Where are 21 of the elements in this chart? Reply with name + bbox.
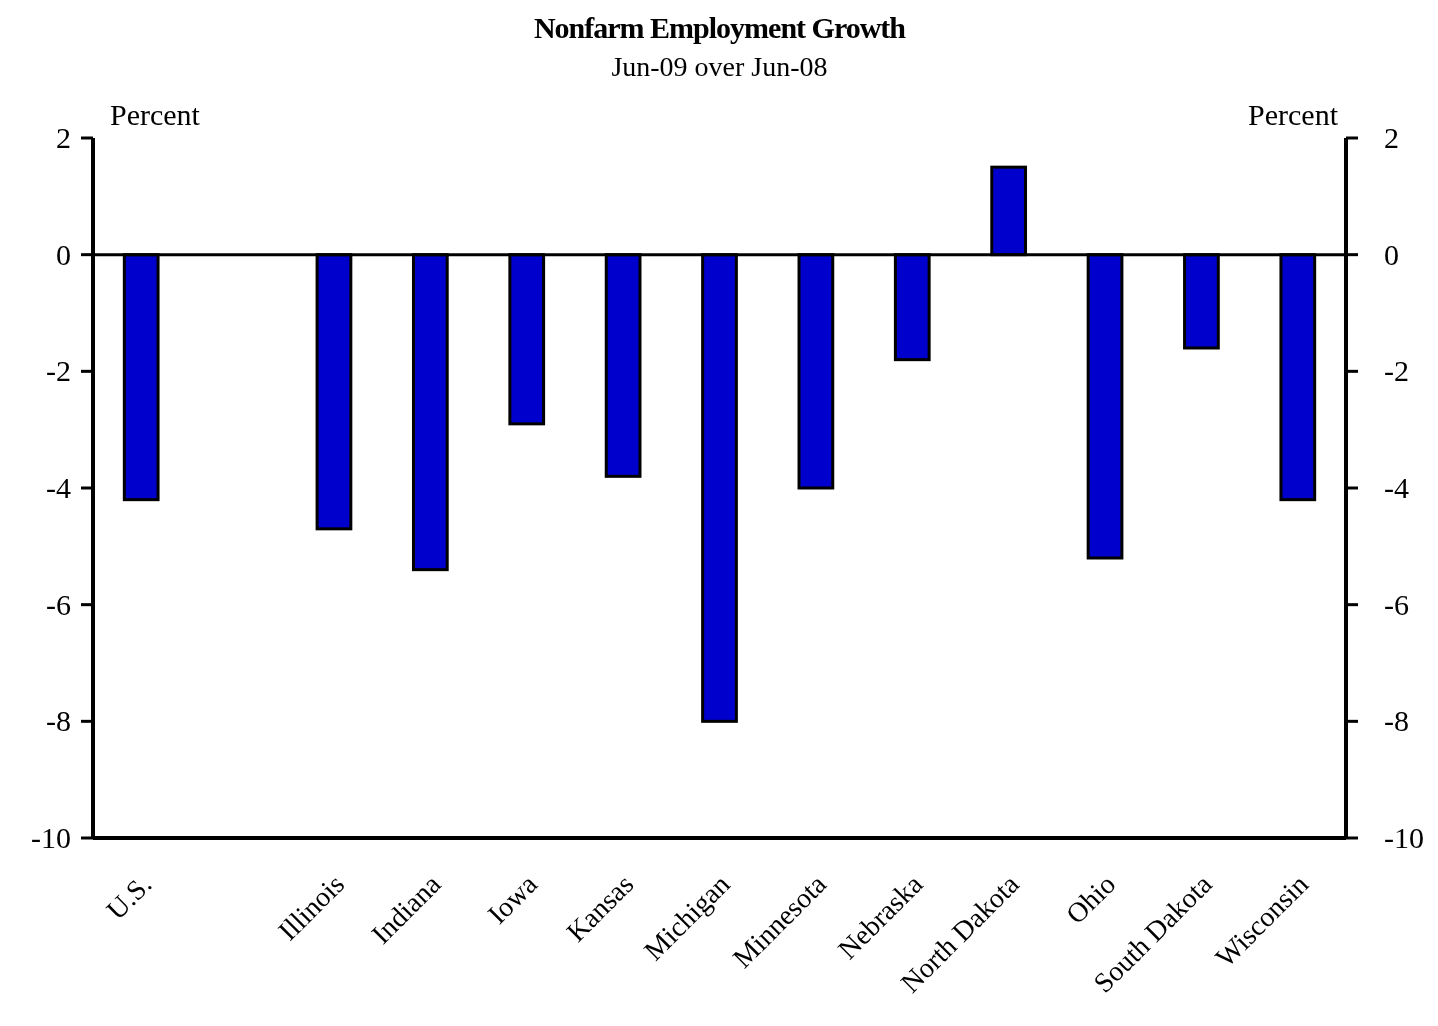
chart-subtitle: Jun-09 over Jun-08 bbox=[611, 51, 828, 82]
x-tick-label: Iowa bbox=[481, 867, 544, 930]
y2-tick-label: -2 bbox=[1384, 354, 1409, 388]
chart-title: Nonfarm Employment Growth bbox=[533, 11, 907, 44]
y-tick-label: -4 bbox=[46, 471, 71, 504]
y2-tick-label: -8 bbox=[1384, 704, 1409, 738]
y2-axis-title: Percent bbox=[1248, 98, 1339, 131]
y-axis-title: Percent bbox=[110, 98, 201, 131]
y-tick-label: -10 bbox=[31, 821, 71, 854]
y2-tick-label: 2 bbox=[1384, 121, 1399, 154]
y2-tick-label: -6 bbox=[1384, 587, 1409, 621]
y2-tick-label: 0 bbox=[1384, 237, 1399, 271]
y-tick-label: -6 bbox=[46, 587, 71, 621]
y-tick-label: -8 bbox=[46, 704, 71, 738]
y-tick-label: 0 bbox=[56, 237, 71, 271]
y2-tick-label: -10 bbox=[1384, 821, 1424, 854]
y2-tick-label: -4 bbox=[1384, 471, 1409, 504]
y-tick-label: -2 bbox=[46, 354, 71, 388]
x-tick-label: Ohio bbox=[1059, 868, 1122, 930]
y-tick-label: 2 bbox=[56, 121, 71, 154]
x-tick-label: U.S. bbox=[100, 868, 158, 926]
